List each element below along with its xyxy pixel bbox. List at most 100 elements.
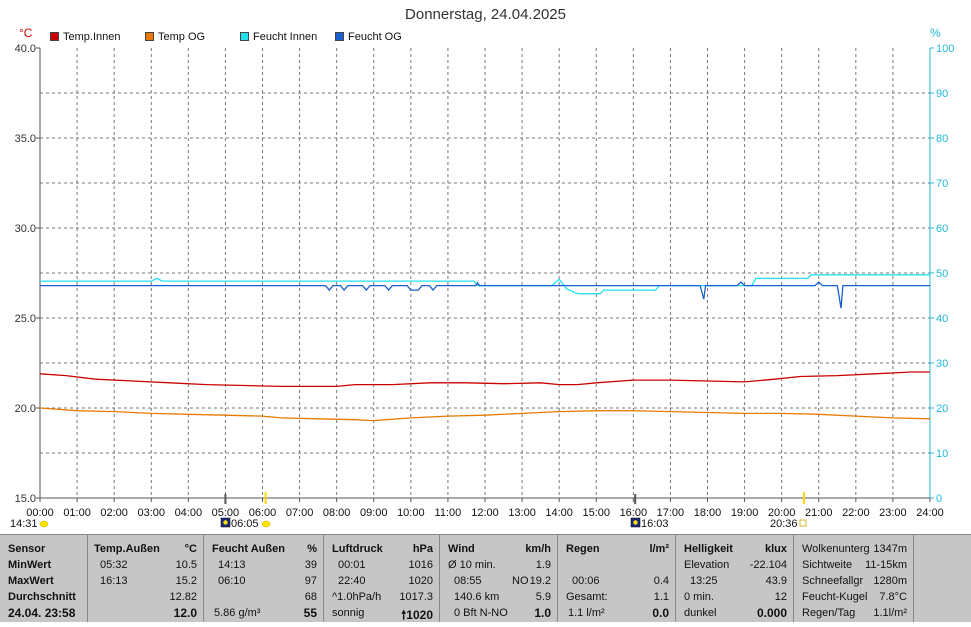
press-unit: hPa (412, 543, 433, 555)
row-label-max: MaxWert (8, 575, 54, 587)
wetbulb-label: Feucht-Kugel (802, 591, 868, 603)
left-axis-unit: °C (19, 26, 33, 40)
stats-col-misc: Wolkenunterg 1347m Sichtweite 11-15km Sc… (794, 535, 914, 622)
left-tick-label: 15.0 (15, 493, 36, 505)
legend-item-feucht-innen: Feucht Innen (240, 31, 317, 43)
wind-current: 1.0 (534, 606, 551, 620)
sun-elevation-label: Elevation (684, 559, 730, 571)
x-tick-label: 12:00 (471, 507, 499, 519)
x-tick-label: 19:00 (731, 507, 759, 519)
legend-swatch (50, 32, 59, 41)
moonset-time-label: 16:03 (641, 518, 669, 530)
right-axis-unit: % (930, 26, 941, 40)
legend-label: Feucht Innen (253, 31, 318, 43)
temp-header: Temp.Außen (94, 543, 160, 555)
right-tick-label: 60 (936, 223, 948, 235)
legend-swatch (145, 32, 154, 41)
x-tick-label: 16:00 (620, 507, 648, 519)
wind-distance: 140.6 km (454, 591, 500, 603)
temp-max: 15.2 (175, 575, 197, 587)
series-line-feucht-innen (40, 274, 930, 295)
x-tick-label: 03:00 (137, 507, 165, 519)
wind-max: 19.2 (529, 575, 551, 587)
x-tick-label: 02:00 (100, 507, 128, 519)
row-label-avg: Durchschnitt (8, 591, 76, 603)
wetbulb: 7.8°C (879, 591, 907, 603)
press-trend-value: 1017.3 (399, 591, 433, 603)
temp-current: 12.0 (173, 606, 197, 620)
wind-avg-label: Ø 10 min. (448, 559, 496, 571)
right-tick-label: 0 (936, 493, 942, 505)
x-tick-label: 22:00 (842, 507, 870, 519)
press-current: 1020 (406, 608, 433, 622)
temp-avg: 12.82 (169, 591, 197, 603)
visibility-label: Sichtweite (802, 559, 853, 571)
stats-col-light: Helligkeit klux Elevation -22.104 13:25 … (676, 535, 794, 622)
sunrise-time-label: 06:05 (231, 518, 259, 530)
right-tick-label: 100 (936, 43, 954, 55)
wind-avg: 1.9 (535, 559, 551, 571)
press-max: 1020 (408, 575, 433, 587)
sun-icon (261, 520, 271, 528)
stats-col-rain: Regen l/m² 00:06 0.4 Gesamt: 1.1 1.1 l/m… (558, 535, 676, 622)
wind-max-time: 08:55 (454, 575, 482, 587)
right-tick-label: 30 (936, 358, 948, 370)
x-tick-label: 24:00 (916, 507, 944, 519)
legend-item-temp-og: Temp OG (145, 31, 205, 43)
hum-max-time: 06:10 (218, 575, 246, 587)
chart-title: Donnerstag, 24.04.2025 (405, 6, 566, 23)
stats-col-labels: Sensor MinWert MaxWert Durchschnitt 24.0… (0, 535, 88, 622)
hum-avg: 68 (304, 591, 317, 603)
stats-col-wind: Wind km/h Ø 10 min. 1.9 08:55 NO 19.2 14… (440, 535, 558, 622)
wind-unit: km/h (525, 543, 551, 555)
rain-total-label: Gesamt: (566, 591, 608, 603)
x-tick-label: 18:00 (694, 507, 722, 519)
hum-unit: % (307, 543, 317, 555)
x-tick-label: 00:00 (26, 507, 54, 519)
left-tick-label: 25.0 (15, 313, 36, 325)
hum-min-time: 14:13 (218, 559, 246, 571)
light-max: 43.9 (765, 575, 787, 587)
x-tick-label: 09:00 (360, 507, 388, 519)
right-tick-label: 20 (936, 403, 948, 415)
rain-per-day: 1.1l/m² (873, 607, 907, 619)
wind-max-dir: NO (512, 575, 529, 587)
row-label-current: 24.04. 23:58 (8, 606, 76, 620)
legend-item-feucht-og: Feucht OG (335, 31, 402, 43)
x-tick-label: 05:00 (212, 507, 240, 519)
hum-min: 39 (304, 559, 317, 571)
hum-max: 97 (304, 575, 317, 587)
x-tick-label: 23:00 (879, 507, 907, 519)
moonset-icon-glyph (633, 520, 638, 525)
stats-col-humidity: Feucht Außen % 14:13 39 06:10 97 68 5.86… (204, 535, 324, 622)
legend-label: Temp OG (158, 31, 206, 43)
temp-unit: °C (184, 543, 197, 555)
x-tick-label: 07:00 (286, 507, 314, 519)
press-max-time: 22:40 (338, 575, 366, 587)
legend-item-temp-innen: Temp.Innen (50, 31, 120, 43)
sunset-time-label: 20:36 (770, 518, 798, 530)
right-tick-label: 80 (936, 133, 948, 145)
press-header: Luftdruck (332, 543, 383, 555)
sun-elevation: -22.104 (749, 559, 787, 571)
series-line-temp-innen (39, 371, 930, 388)
rain-unit: l/m² (649, 543, 669, 555)
rain-total: 1.1 (653, 591, 669, 603)
left-tick-label: 30.0 (15, 223, 36, 235)
legend-swatch (240, 32, 249, 41)
rain-max: 0.4 (653, 575, 669, 587)
arrow-up-icon: 🠕 (401, 608, 407, 622)
press-weather: sonnig (332, 607, 365, 619)
legend-label: Feucht OG (348, 31, 402, 43)
series-line-temp-og (39, 407, 931, 422)
rain-max-time: 00:06 (572, 575, 600, 587)
right-tick-label: 10 (936, 448, 948, 460)
wind-beaufort: 0 Bft N-NO (454, 607, 508, 619)
hum-header: Feucht Außen (212, 543, 285, 555)
rain-current: 0.0 (652, 606, 669, 620)
x-tick-label: 10:00 (397, 507, 425, 519)
legend-label: Temp.Innen (63, 31, 121, 43)
moon-icon (39, 520, 49, 528)
rain-per-day-label: Regen/Tag (802, 607, 856, 619)
wind-avg-day: 5.9 (535, 591, 551, 603)
